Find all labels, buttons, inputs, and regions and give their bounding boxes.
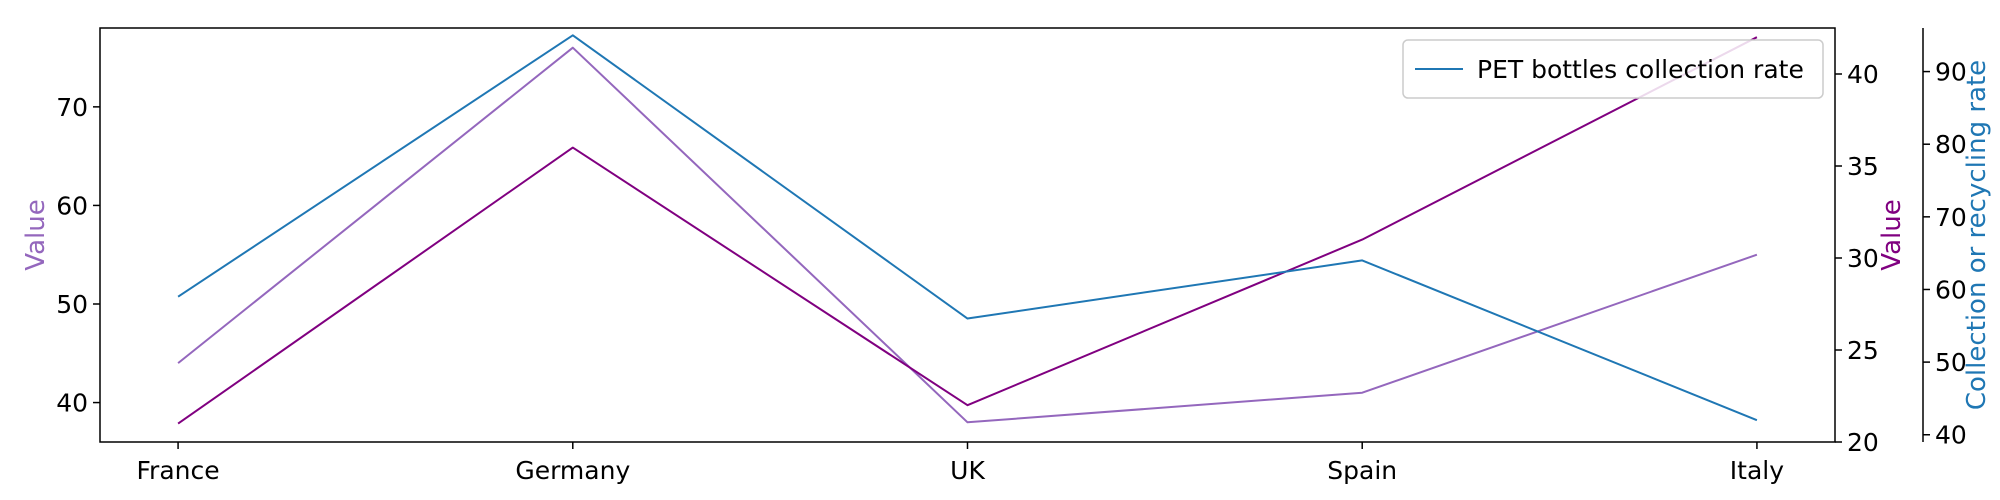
x-tick-label: UK: [950, 456, 985, 485]
right-inner-y-tick-label: 25: [1847, 336, 1879, 365]
left-y-tick-label: 70: [56, 93, 88, 122]
right-inner-y-tick-label: 30: [1847, 244, 1879, 273]
x-tick-label: Germany: [515, 456, 630, 485]
right-inner-y-tick-label: 20: [1847, 428, 1879, 457]
left-y-axis-title: Value: [21, 199, 51, 270]
x-tick-label: Spain: [1327, 456, 1397, 485]
right-inner-y-tick-label: 35: [1847, 152, 1879, 181]
x-tick-label: France: [137, 456, 220, 485]
right-outer-y-tick-label: 40: [1935, 421, 1967, 450]
series-line-1: [177, 46, 1758, 424]
legend-box: [1402, 39, 1824, 99]
left-y-tick-label: 40: [56, 389, 88, 418]
right-outer-y-tick-label: 50: [1935, 348, 1967, 377]
axes: France Germany UK Spain Italy 40 50 60 70 Value 20…: [21, 28, 1992, 485]
left-y-tick-label: 50: [56, 290, 88, 319]
legend-label: PET bottles collection rate: [1477, 55, 1804, 84]
right-outer-y-axis-title: Collection or recycling rate: [1962, 60, 1992, 410]
right-inner-y-axis-title: Value: [1877, 199, 1907, 270]
right-outer-y-tick-label: 70: [1935, 203, 1967, 232]
x-tick-label: Italy: [1730, 456, 1784, 485]
legend: PET bottles collection rate: [1402, 39, 1824, 99]
right-outer-y-tick-label: 80: [1935, 130, 1967, 159]
right-outer-y-tick-label: 60: [1935, 275, 1967, 304]
series-lines: [177, 34, 1758, 425]
left-y-tick-label: 60: [56, 191, 88, 220]
right-outer-y-tick-label: 90: [1935, 58, 1967, 87]
right-inner-y-tick-label: 40: [1847, 60, 1879, 89]
